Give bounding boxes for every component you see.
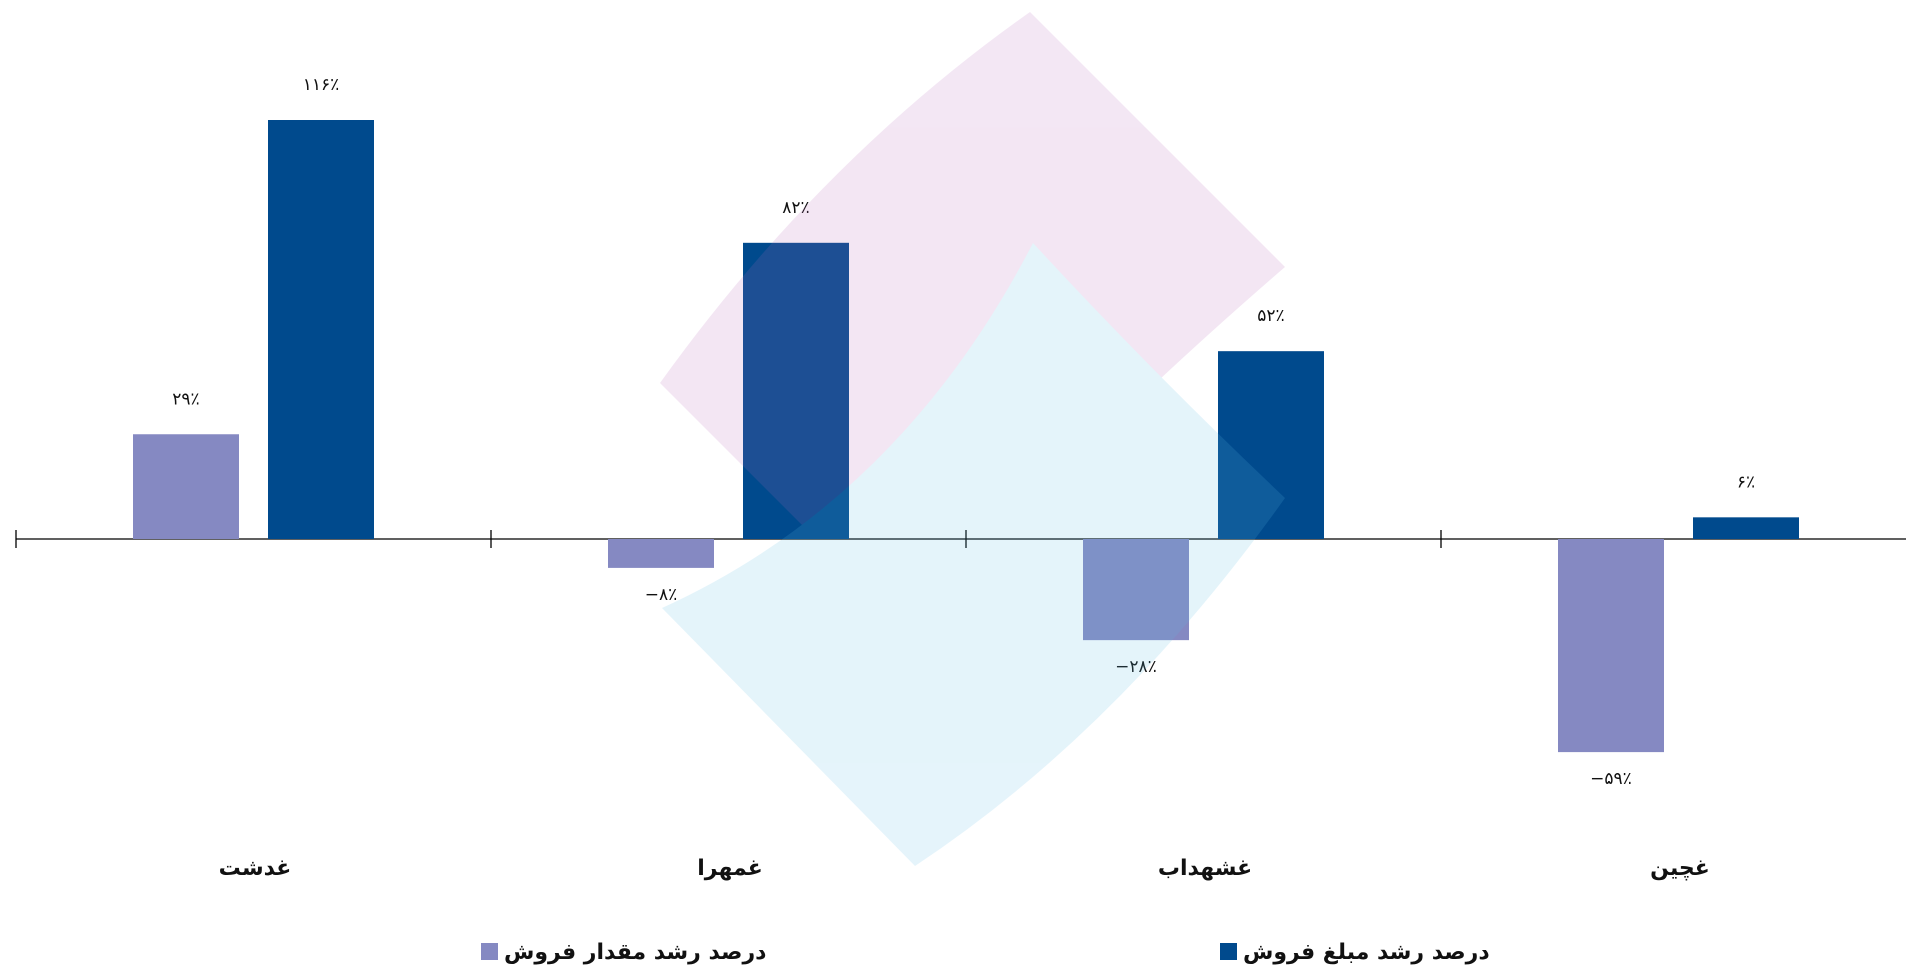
- watermark-blue: [662, 243, 1285, 866]
- category-label: غدشت: [219, 856, 292, 881]
- bar: [743, 242, 849, 539]
- legend-label: درصد رشد مبلغ فروش: [1243, 940, 1490, 965]
- plot-area: غدشت غمهرا غشهداب غچین ۲۹٪ −۸٪ −۲۸٪ −۵۹٪ ۱۱۶٪ ۸۲٪…: [15, 75, 1906, 881]
- data-label: ۵۲٪: [1257, 306, 1284, 326]
- bar: [268, 120, 374, 539]
- bar: [1693, 517, 1799, 539]
- data-label: ۲۹٪: [172, 389, 199, 409]
- data-label: −۲۸٪: [1115, 657, 1157, 677]
- data-label: ۸۲٪: [782, 198, 809, 218]
- watermark-pink: [660, 12, 1285, 638]
- bar: [133, 434, 239, 539]
- data-label: ۱۱۶٪: [303, 75, 340, 95]
- category-label: غشهداب: [1158, 856, 1252, 881]
- legend-label: درصد رشد مقدار فروش: [504, 940, 766, 965]
- watermark: [660, 12, 1285, 866]
- bar: [1083, 539, 1189, 641]
- data-label: ۶٪: [1737, 472, 1755, 492]
- data-label: −۵۹٪: [1590, 769, 1632, 789]
- legend-swatch: [1220, 943, 1237, 960]
- category-label: غمهرا: [697, 856, 763, 881]
- bar: [608, 539, 714, 568]
- legend-swatch: [481, 943, 498, 960]
- bar: [1558, 539, 1664, 753]
- data-label: −۸٪: [645, 585, 678, 605]
- category-label: غچین: [1650, 856, 1710, 881]
- bar: [1218, 351, 1324, 539]
